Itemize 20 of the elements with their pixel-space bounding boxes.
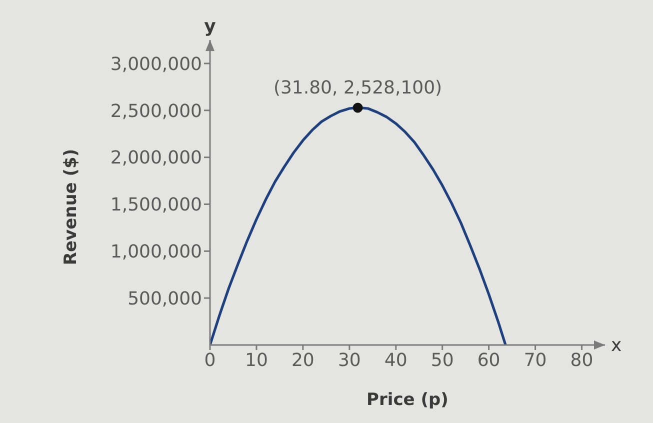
x-tick-label: 40 <box>384 350 408 371</box>
y-axis-title: Revenue ($) <box>61 148 81 266</box>
x-tick-label: 60 <box>477 350 500 371</box>
y-tick-label: 1,000,000 <box>110 242 202 263</box>
y-tick-label: 3,000,000 <box>110 54 202 75</box>
x-tick-label: 50 <box>430 350 454 371</box>
x-tick-label: 20 <box>291 350 314 371</box>
x-axis-title: Price (p) <box>366 390 448 410</box>
x-tick-label: 70 <box>524 350 547 371</box>
x-tick-label: 0 <box>204 350 216 371</box>
text: y <box>204 16 216 37</box>
annotation: (31.80, 2,528,100) <box>273 78 442 99</box>
x-tick-label: 10 <box>245 350 268 371</box>
y-tick-label: 1,500,000 <box>110 194 202 216</box>
x-tick-label: 30 <box>338 350 361 371</box>
y-tick-label: 2,500,000 <box>110 100 202 122</box>
y-tick-label: 500,000 <box>128 288 202 310</box>
text: x <box>611 335 622 356</box>
x-tick-label: 80 <box>570 350 594 371</box>
y-tick-label: 2,000,000 <box>110 148 202 169</box>
